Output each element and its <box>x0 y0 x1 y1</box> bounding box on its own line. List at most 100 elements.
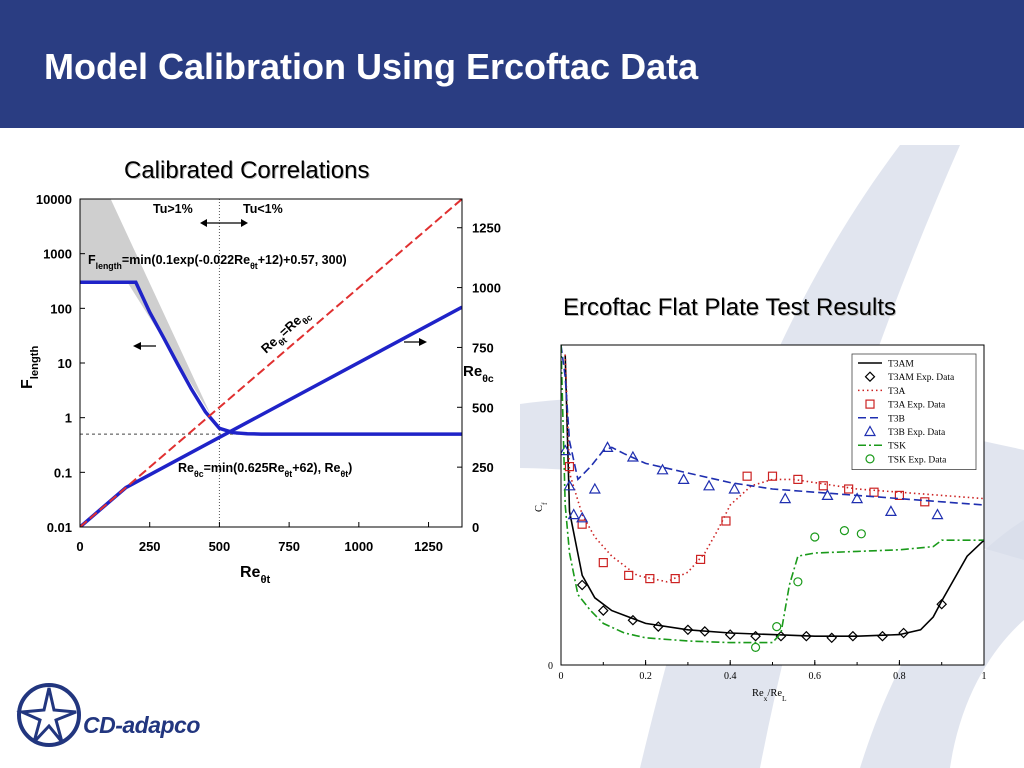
data-point-triangle <box>601 441 614 452</box>
annotation-rec-equation: Reθc=min(0.625Reθt+62), Reθt) <box>178 461 352 479</box>
x-tick-label: 0.4 <box>724 671 737 682</box>
data-point-triangle <box>626 450 639 462</box>
y-right-axis-label: Reθc <box>463 363 494 385</box>
brand-logo-text: CD-adapco <box>83 712 200 738</box>
data-point-triangle <box>728 482 741 494</box>
data-point-diamond <box>826 632 838 644</box>
data-point-square <box>564 461 575 472</box>
data-point-square <box>793 474 803 484</box>
x-tick-label: 0 <box>76 539 83 554</box>
data-point-triangle <box>576 511 589 523</box>
data-point-circle <box>772 622 782 632</box>
data-point-triangle <box>821 489 834 500</box>
data-point-triangle <box>703 479 716 491</box>
data-point-square <box>818 481 828 491</box>
y-left-tick-label: 10000 <box>36 192 72 207</box>
data-point-diamond <box>682 624 694 636</box>
y-left-tick-label: 100 <box>50 301 72 316</box>
data-point-triangle <box>588 482 601 494</box>
annotation-tu-low: Tu<1% <box>243 202 283 216</box>
x-tick-label: 750 <box>278 539 300 554</box>
legend-marker-swatch <box>863 425 877 437</box>
legend-marker-swatch <box>864 371 876 383</box>
legend-entry: T3A Exp. Data <box>888 401 946 411</box>
series-line-t3b <box>561 345 984 506</box>
x-tick-label: 0.8 <box>893 671 906 682</box>
x-tick-label: 1 <box>982 671 987 682</box>
y-axis-label: Cf <box>534 502 549 512</box>
y-left-tick-label: 0.01 <box>47 520 72 535</box>
data-point-square <box>844 484 854 494</box>
x-axis-label: Reθt <box>240 564 271 584</box>
data-point-diamond <box>775 630 787 642</box>
data-point-triangle <box>567 508 580 520</box>
data-point-diamond <box>699 626 711 637</box>
x-tick-label: 0.2 <box>639 671 652 682</box>
data-point-diamond <box>877 630 888 642</box>
data-point-triangle <box>851 492 864 504</box>
data-point-diamond <box>800 630 812 642</box>
data-point-diamond <box>898 627 909 639</box>
tu-arrow-right-head <box>241 219 248 227</box>
left-section-title: Calibrated Correlations <box>124 157 370 184</box>
data-point-diamond <box>847 630 859 642</box>
data-point-square <box>894 490 904 500</box>
data-point-square <box>695 554 706 564</box>
y-right-tick-label: 1000 <box>472 281 501 296</box>
x-tick-label: 0.6 <box>809 671 822 682</box>
left-arrow-head <box>133 342 141 350</box>
slide-header: Model Calibration Using Ercoftac Data <box>0 0 1024 128</box>
legend-box <box>851 353 977 470</box>
data-point-square <box>742 471 752 481</box>
calibrated-correlations-chart: 0 250 500 750 1000 12501000010001001010.10.01… <box>19 192 501 584</box>
data-point-triangle <box>931 508 944 520</box>
legend-marker-swatch <box>865 454 875 464</box>
y-left-tick-label: 10 <box>58 356 72 371</box>
tu-arrow-left-head <box>200 219 207 227</box>
y-right-tick-label: 1250 <box>472 221 501 236</box>
x-tick-label: 1250 <box>414 539 443 554</box>
data-point-diamond <box>597 605 609 616</box>
data-point-triangle <box>561 444 572 456</box>
data-point-diamond <box>652 621 664 632</box>
y-left-tick-label: 1000 <box>43 247 72 262</box>
legend: T3AM T3AM Exp. Data T3A T3A Exp. Data T3B T3B… <box>851 353 977 470</box>
page-title: Model Calibration Using Ercoftac Data <box>44 46 699 87</box>
data-point-diamond <box>936 598 948 610</box>
annotation-tu-high: Tu>1% <box>153 202 193 216</box>
series-line-t3am <box>564 354 984 638</box>
data-point-circle <box>839 526 850 536</box>
y-right-tick-label: 750 <box>472 340 494 355</box>
y-right-tick-label: 250 <box>472 460 494 475</box>
x-tick-label: 1000 <box>344 539 373 554</box>
legend-marker-swatch <box>865 399 875 409</box>
data-point-triangle <box>656 463 669 475</box>
legend-entry: T3AM Exp. Data <box>888 373 955 383</box>
data-point-triangle <box>563 479 576 491</box>
x-tick-label: 250 <box>139 539 161 554</box>
y-left-tick-label: 0.1 <box>54 465 72 480</box>
data-point-square <box>920 497 930 507</box>
data-point-square <box>624 570 634 580</box>
series-line-2 <box>80 199 462 527</box>
annotation-flength-equation: Flength=min(0.1exp(-0.022Reθt+12)+0.57, … <box>88 253 347 271</box>
data-point-circle <box>856 529 866 539</box>
data-point-square <box>670 574 680 584</box>
data-point-circle <box>810 532 820 542</box>
right-section-title: Ercoftac Flat Plate Test Results <box>563 294 897 321</box>
legend-entry: T3B <box>888 414 905 424</box>
data-point-diamond <box>724 629 736 640</box>
data-point-circle <box>793 577 803 587</box>
y-left-tick-label: 1 <box>65 411 72 426</box>
data-point-square <box>767 471 778 481</box>
series-line-tsk <box>561 345 984 644</box>
series-group <box>561 345 984 652</box>
legend-entry: T3A <box>888 387 906 397</box>
legend-entry: T3B Exp. Data <box>888 428 946 438</box>
data-point-triangle <box>779 492 792 504</box>
y-tick-label: 0 <box>548 661 553 672</box>
legend-entry: TSK <box>888 442 906 452</box>
data-point-circle <box>750 642 761 652</box>
x-axis-label: Rex/ReL <box>752 688 787 703</box>
cd-adapco-star-logo-icon <box>16 683 81 747</box>
